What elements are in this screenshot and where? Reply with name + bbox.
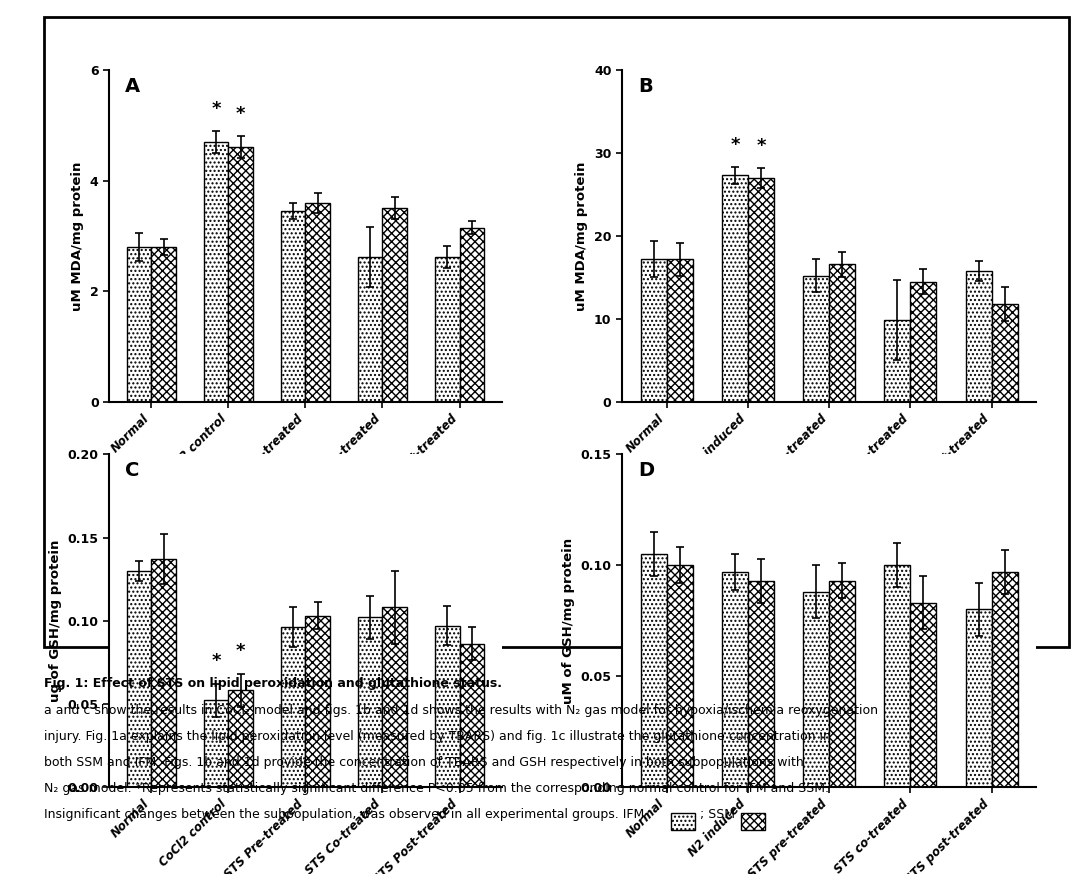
Bar (667, 565, 693, 787)
Bar (435, 257, 459, 402)
Text: *: * (730, 135, 740, 154)
Bar (127, 247, 152, 402)
Text: Insignificant changes between the subpopulation, was observed in all experimenta: Insignificant changes between the subpop… (44, 808, 648, 822)
Bar (280, 628, 305, 787)
Bar (803, 276, 829, 402)
Bar (640, 260, 667, 402)
Text: A: A (124, 77, 140, 95)
Bar (722, 572, 747, 787)
Y-axis label: ug of GSH/mg protein: ug of GSH/mg protein (49, 539, 62, 702)
Bar (803, 592, 829, 787)
Text: injury. Fig. 1a explains the lipid peroxidation level (measured by TBARS) and fi: injury. Fig. 1a explains the lipid perox… (44, 730, 830, 743)
Text: *: * (236, 105, 245, 123)
Y-axis label: uM of GSH/mg protein: uM of GSH/mg protein (562, 538, 575, 704)
Bar (228, 148, 253, 402)
Text: a and c show the results in CoCl₂ model and figs. 1b and 1d shows the results wi: a and c show the results in CoCl₂ model … (44, 704, 877, 717)
Bar (228, 690, 253, 787)
Bar (204, 142, 228, 402)
Bar (383, 607, 407, 787)
Bar (829, 264, 855, 402)
Bar (992, 572, 1018, 787)
Bar (127, 571, 152, 787)
Bar (358, 617, 383, 787)
Text: D: D (638, 461, 655, 480)
Bar (435, 626, 459, 787)
Text: *: * (212, 100, 220, 117)
Text: N₂ gas model. *Represents statistically significant difference P<0.05 from the c: N₂ gas model. *Represents statistically … (44, 782, 829, 795)
Text: *: * (756, 136, 766, 155)
Bar (305, 615, 331, 787)
Bar (992, 304, 1018, 402)
Bar (722, 176, 747, 402)
Text: B: B (638, 77, 654, 95)
Bar (966, 609, 992, 787)
Bar (305, 203, 331, 402)
Bar (459, 644, 484, 787)
Bar (152, 247, 176, 402)
Bar (280, 211, 305, 402)
Bar (885, 320, 911, 402)
Bar (152, 559, 176, 787)
Bar (885, 565, 911, 787)
Bar (747, 580, 774, 787)
Text: Fig. 1: Effect of STS on lipid peroxidation and glutathione status.: Fig. 1: Effect of STS on lipid peroxidat… (44, 677, 502, 690)
Bar (829, 580, 855, 787)
Bar (911, 603, 936, 787)
Bar (966, 271, 992, 402)
Bar (358, 257, 383, 402)
Bar (640, 554, 667, 787)
Bar (204, 700, 228, 787)
Text: both SSM and IFM. Figs. 1b and 1d provide the concentration of TBARS and GSH res: both SSM and IFM. Figs. 1b and 1d provid… (44, 756, 803, 769)
Text: *: * (236, 642, 245, 661)
Text: *: * (212, 652, 220, 670)
Bar (383, 208, 407, 402)
Text: C: C (124, 461, 140, 480)
Bar (459, 227, 484, 402)
Bar (911, 281, 936, 402)
Y-axis label: uM MDA/mg protein: uM MDA/mg protein (575, 162, 588, 310)
Bar (747, 177, 774, 402)
Text: ; SSM: ; SSM (700, 808, 740, 822)
Y-axis label: uM MDA/mg protein: uM MDA/mg protein (71, 162, 84, 310)
Bar (667, 260, 693, 402)
